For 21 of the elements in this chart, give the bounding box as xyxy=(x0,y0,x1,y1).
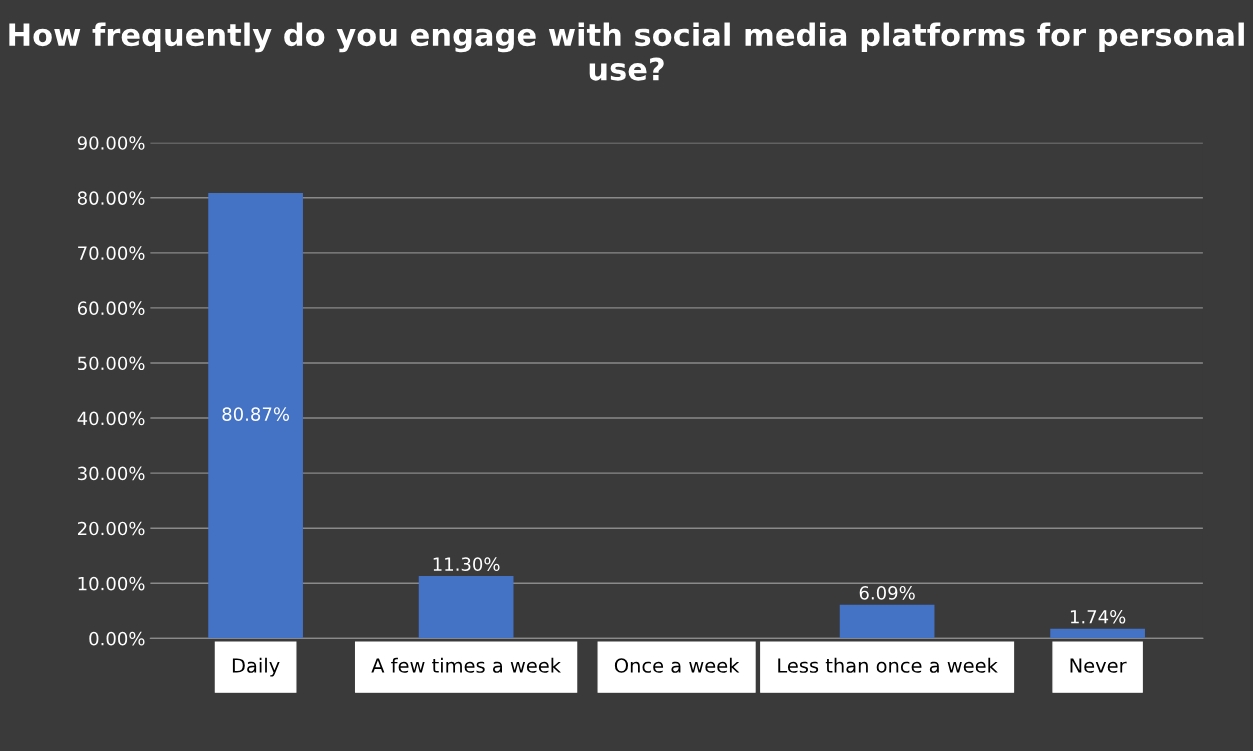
y-tick-label: 10.00% xyxy=(78,576,145,591)
x-tick-label: Daily xyxy=(232,657,280,677)
y-tick-label: 80.00% xyxy=(77,191,145,205)
y-tick-label: 50.00% xyxy=(78,356,145,371)
y-tick-label: 60.00% xyxy=(77,301,145,316)
x-tick-label: Once a week xyxy=(614,657,740,673)
data-label: 1.74% xyxy=(1070,609,1126,624)
y-tick-label: 0.00% xyxy=(89,631,145,646)
x-tick-label: Never xyxy=(1070,658,1127,673)
y-tick-label: 70.00% xyxy=(78,246,145,260)
x-tick-label: A few times a week xyxy=(371,657,561,673)
y-tick-label: 40.00% xyxy=(77,411,145,426)
data-label: 11.30% xyxy=(433,557,500,571)
y-tick-label: 20.00% xyxy=(77,521,145,536)
data-label: 80.87% xyxy=(222,407,290,421)
bar xyxy=(1050,628,1145,639)
x-tick-label: Less than once a week xyxy=(778,657,998,673)
chart-title: How frequently do you engage with social media platforms for personal use? xyxy=(9,22,1244,81)
data-label: 6.09% xyxy=(859,586,915,600)
y-tick-label: 90.00% xyxy=(77,136,145,150)
y-tick-label: 30.00% xyxy=(78,466,145,481)
